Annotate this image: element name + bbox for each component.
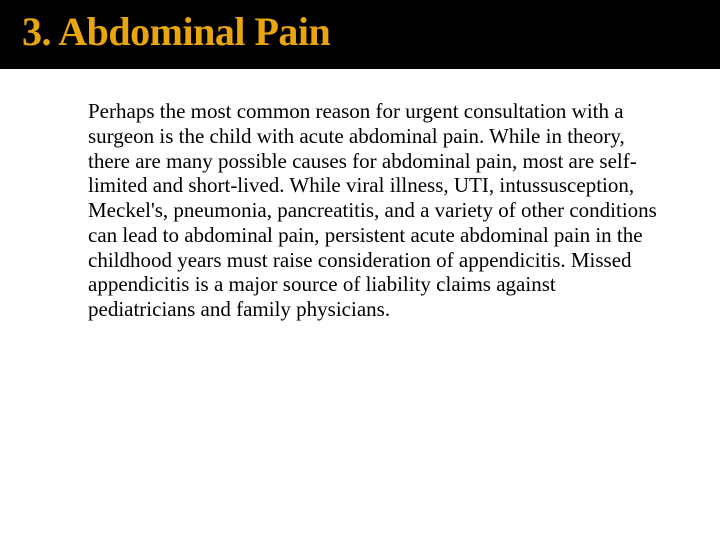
title-bar: 3. Abdominal Pain [0, 0, 720, 69]
body-area: Perhaps the most common reason for urgen… [0, 69, 720, 322]
slide-body-text: Perhaps the most common reason for urgen… [88, 99, 660, 322]
slide: 3. Abdominal Pain Perhaps the most commo… [0, 0, 720, 540]
slide-title: 3. Abdominal Pain [22, 8, 720, 55]
